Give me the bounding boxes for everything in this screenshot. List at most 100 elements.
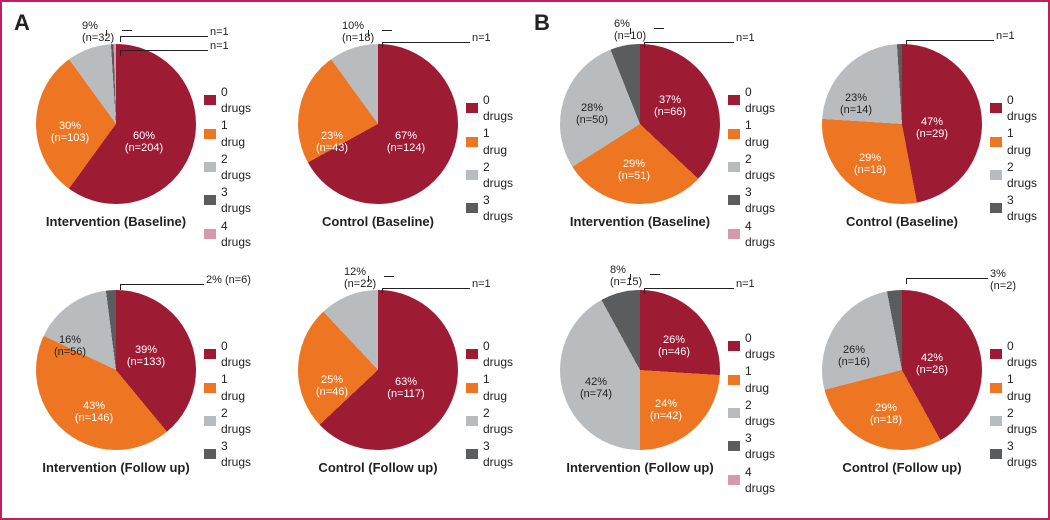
callout-line bbox=[906, 40, 994, 41]
legend-swatch bbox=[466, 103, 478, 113]
pie bbox=[298, 290, 458, 450]
pie bbox=[298, 44, 458, 204]
legend-item: 3 drugs bbox=[204, 438, 251, 470]
legend: 0 drugs1 drug2 drugs3 drugs bbox=[466, 338, 513, 472]
chart-caption: Intervention (Follow up) bbox=[566, 460, 713, 475]
legend-swatch bbox=[204, 449, 216, 459]
callout-text: 12%(n=22) bbox=[344, 266, 376, 290]
legend-label: 3 drugs bbox=[221, 184, 251, 216]
legend-item: 1 drug bbox=[728, 363, 775, 395]
chart-caption: Control (Follow up) bbox=[318, 460, 437, 475]
legend-swatch bbox=[728, 341, 740, 351]
legend-swatch bbox=[990, 203, 1002, 213]
legend-item: 1 drug bbox=[990, 125, 1037, 157]
legend-item: 3 drugs bbox=[466, 192, 513, 224]
legend-label: 2 drugs bbox=[483, 159, 513, 191]
callout-line bbox=[120, 50, 208, 51]
legend-item: 3 drugs bbox=[990, 192, 1037, 224]
callout-line bbox=[368, 30, 369, 36]
callout-text: n=1 bbox=[472, 32, 491, 44]
legend-item: 2 drugs bbox=[990, 405, 1037, 437]
legend: 0 drugs1 drug2 drugs3 drugs bbox=[990, 92, 1037, 226]
legend-item: 2 drugs bbox=[204, 405, 251, 437]
callout-line bbox=[654, 28, 664, 29]
legend-item: 0 drugs bbox=[204, 338, 251, 370]
legend-swatch bbox=[466, 203, 478, 213]
callout-text: 3%(n=2) bbox=[990, 268, 1016, 292]
legend-label: 1 drug bbox=[745, 363, 775, 395]
legend-swatch bbox=[466, 349, 478, 359]
callout-line bbox=[120, 284, 204, 285]
legend-label: 4 drugs bbox=[221, 218, 251, 250]
callout-line bbox=[650, 274, 660, 275]
callout-line bbox=[630, 274, 631, 280]
legend-label: 0 drugs bbox=[221, 84, 251, 116]
legend-label: 0 drugs bbox=[1007, 338, 1037, 370]
callout-line bbox=[106, 30, 107, 36]
legend-swatch bbox=[728, 95, 740, 105]
legend-swatch bbox=[466, 383, 478, 393]
callout-line bbox=[382, 30, 392, 31]
legend-swatch bbox=[728, 441, 740, 451]
legend-swatch bbox=[204, 95, 216, 105]
legend: 0 drugs1 drug2 drugs3 drugs4 drugs bbox=[728, 84, 775, 251]
legend-swatch bbox=[466, 170, 478, 180]
callout-text: n=1 bbox=[472, 278, 491, 290]
legend-label: 3 drugs bbox=[221, 438, 251, 470]
legend-item: 3 drugs bbox=[728, 430, 775, 462]
callout-text: 8%(n=15) bbox=[610, 264, 642, 288]
callout-text: 10%(n=18) bbox=[342, 20, 374, 44]
legend-swatch bbox=[990, 416, 1002, 426]
legend-swatch bbox=[204, 195, 216, 205]
legend-label: 4 drugs bbox=[745, 218, 775, 250]
legend-label: 0 drugs bbox=[745, 84, 775, 116]
legend-swatch bbox=[728, 229, 740, 239]
legend-label: 2 drugs bbox=[745, 397, 775, 429]
legend-swatch bbox=[204, 383, 216, 393]
legend-swatch bbox=[728, 195, 740, 205]
legend-label: 1 drug bbox=[221, 117, 251, 149]
legend-item: 3 drugs bbox=[990, 438, 1037, 470]
chart-caption: Intervention (Baseline) bbox=[46, 214, 186, 229]
legend: 0 drugs1 drug2 drugs3 drugs bbox=[466, 92, 513, 226]
legend-item: 0 drugs bbox=[990, 92, 1037, 124]
callout-text: n=1 bbox=[736, 278, 755, 290]
pie-chart-A3: 39%(n=133)43%(n=146)16%(n=56)2% (n=6)Int… bbox=[36, 290, 196, 450]
legend-swatch bbox=[204, 416, 216, 426]
legend-label: 0 drugs bbox=[221, 338, 251, 370]
legend-label: 3 drugs bbox=[483, 438, 513, 470]
legend-item: 1 drug bbox=[204, 371, 251, 403]
pie bbox=[36, 44, 196, 204]
legend-item: 2 drugs bbox=[728, 397, 775, 429]
legend-label: 3 drugs bbox=[1007, 438, 1037, 470]
legend-swatch bbox=[204, 129, 216, 139]
callout-text: n=1 bbox=[736, 32, 755, 44]
callout-line bbox=[644, 42, 734, 43]
legend-item: 0 drugs bbox=[204, 84, 251, 116]
callout-line bbox=[382, 288, 470, 289]
legend-label: 1 drug bbox=[1007, 125, 1037, 157]
legend-item: 1 drug bbox=[466, 125, 513, 157]
legend-swatch bbox=[728, 129, 740, 139]
pie-chart-B3: 26%(n=46)24%(n=42)42%(n=74)8%(n=15)n=1In… bbox=[560, 290, 720, 450]
legend-item: 3 drugs bbox=[466, 438, 513, 470]
pie-chart-B1: 37%(n=66)29%(n=51)28%(n=50)6%(n=10)n=1In… bbox=[560, 44, 720, 204]
legend-item: 4 drugs bbox=[204, 218, 251, 250]
legend-label: 2 drugs bbox=[1007, 405, 1037, 437]
legend-label: 3 drugs bbox=[483, 192, 513, 224]
pie-chart-A2: 67%(n=124)23%(n=43)10%(n=18)n=1Control (… bbox=[298, 44, 458, 204]
legend: 0 drugs1 drug2 drugs3 drugs bbox=[990, 338, 1037, 472]
legend-label: 3 drugs bbox=[745, 184, 775, 216]
legend-item: 1 drug bbox=[990, 371, 1037, 403]
legend-item: 1 drug bbox=[204, 117, 251, 149]
legend-label: 0 drugs bbox=[483, 92, 513, 124]
legend-item: 3 drugs bbox=[204, 184, 251, 216]
chart-caption: Control (Baseline) bbox=[322, 214, 434, 229]
legend-swatch bbox=[466, 416, 478, 426]
legend-label: 1 drug bbox=[221, 371, 251, 403]
legend-swatch bbox=[466, 449, 478, 459]
legend-item: 2 drugs bbox=[728, 151, 775, 183]
pie bbox=[822, 290, 982, 450]
legend-label: 2 drugs bbox=[745, 151, 775, 183]
callout-text: 2% (n=6) bbox=[206, 274, 251, 286]
